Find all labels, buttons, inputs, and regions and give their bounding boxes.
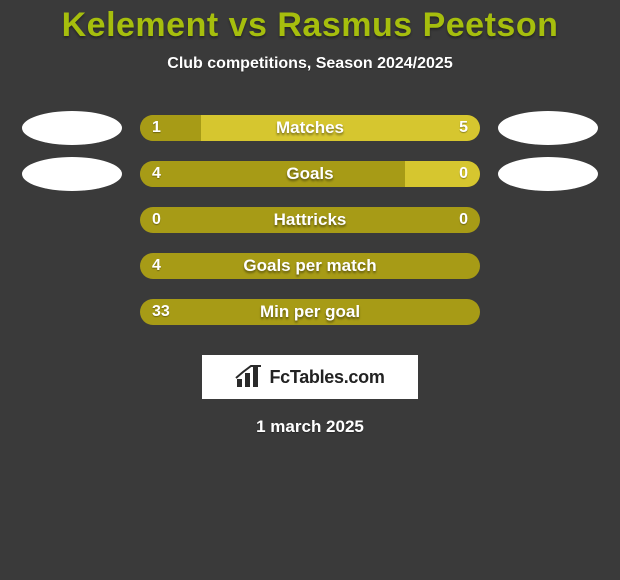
logo-bars-icon <box>235 365 263 389</box>
stats-container: 15Matches 40Goals 00Hattricks 4Goals per ma… <box>0 105 620 335</box>
stat-bar: 15Matches <box>140 115 480 141</box>
stat-bar: 40Goals <box>140 161 480 187</box>
stat-label: Min per goal <box>140 299 480 325</box>
stat-label: Goals <box>140 161 480 187</box>
page-subtitle: Club competitions, Season 2024/2025 <box>0 55 620 73</box>
stat-row: 33Min per goal <box>0 289 620 335</box>
stat-bar: 4Goals per match <box>140 253 480 279</box>
stat-row: 40Goals <box>0 151 620 197</box>
stat-row: 00Hattricks <box>0 197 620 243</box>
stat-row: 4Goals per match <box>0 243 620 289</box>
player-right-oval <box>498 111 598 145</box>
page-title: Kelement vs Rasmus Peetson <box>0 0 620 45</box>
stat-bar: 33Min per goal <box>140 299 480 325</box>
date-label: 1 march 2025 <box>0 417 620 437</box>
stat-row: 15Matches <box>0 105 620 151</box>
comparison-infographic: Kelement vs Rasmus Peetson Club competit… <box>0 0 620 580</box>
stat-label: Hattricks <box>140 207 480 233</box>
player-left-oval <box>22 111 122 145</box>
stat-label: Matches <box>140 115 480 141</box>
stat-bar: 00Hattricks <box>140 207 480 233</box>
player-left-oval <box>22 157 122 191</box>
fctables-logo: FcTables.com <box>202 355 418 399</box>
stat-label: Goals per match <box>140 253 480 279</box>
player-right-oval <box>498 157 598 191</box>
logo-text: FcTables.com <box>269 367 384 388</box>
